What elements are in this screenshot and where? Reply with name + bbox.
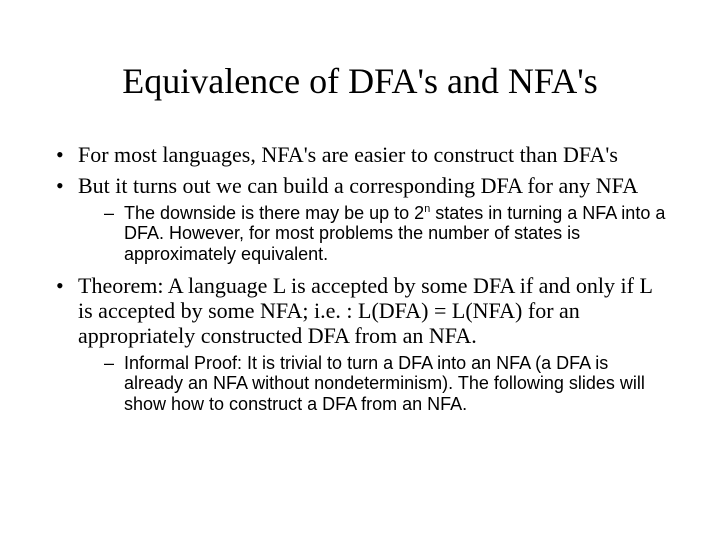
- bullet-list: For most languages, NFA's are easier to …: [50, 142, 670, 415]
- bullet-text: But it turns out we can build a correspo…: [78, 173, 638, 198]
- sub-bullet-item: Informal Proof: It is trivial to turn a …: [102, 353, 670, 415]
- bullet-item: For most languages, NFA's are easier to …: [50, 142, 670, 167]
- sub-bullet-text: Informal Proof: It is trivial to turn a …: [124, 353, 645, 414]
- sub-bullet-list: The downside is there may be up to 2n st…: [102, 203, 670, 265]
- slide: Equivalence of DFA's and NFA's For most …: [0, 0, 720, 540]
- sub-bullet-list: Informal Proof: It is trivial to turn a …: [102, 353, 670, 415]
- sub-bullet-text-pre: The downside is there may be up to 2: [124, 203, 424, 223]
- bullet-text: Theorem: A language L is accepted by som…: [78, 273, 652, 349]
- sub-bullet-item: The downside is there may be up to 2n st…: [102, 203, 670, 265]
- bullet-item: Theorem: A language L is accepted by som…: [50, 273, 670, 415]
- slide-title: Equivalence of DFA's and NFA's: [30, 60, 690, 102]
- bullet-item: But it turns out we can build a correspo…: [50, 173, 670, 264]
- bullet-text: For most languages, NFA's are easier to …: [78, 142, 618, 167]
